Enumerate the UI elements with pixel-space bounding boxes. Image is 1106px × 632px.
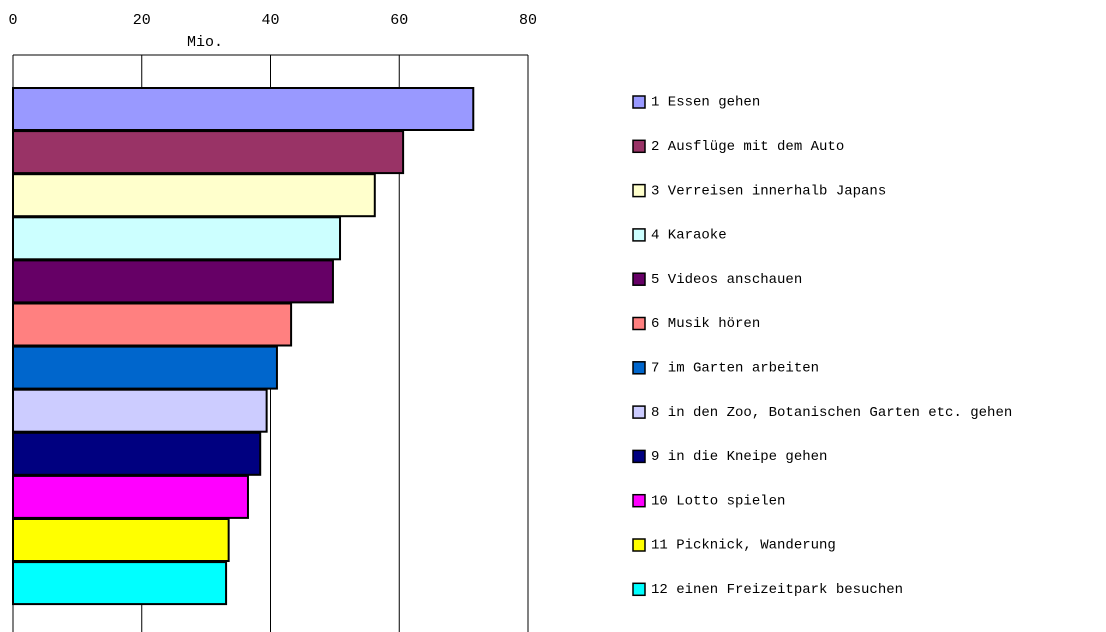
bar	[12, 388, 268, 433]
x-tick-label: 20	[133, 12, 151, 29]
bar	[12, 173, 376, 218]
legend-label: 8 in den Zoo, Botanischen Garten etc. ge…	[651, 405, 1012, 421]
legend-label: 4 Karaoke	[651, 228, 727, 244]
legend-label: 5 Videos anschauen	[651, 272, 802, 288]
legend-swatch	[632, 405, 646, 419]
x-tick-label: 40	[261, 12, 279, 29]
legend-label: 1 Essen gehen	[651, 95, 760, 111]
legend-swatch	[632, 95, 646, 109]
x-tick-label: 60	[390, 12, 408, 29]
bar	[12, 431, 262, 476]
legend-swatch	[632, 582, 646, 597]
legend-swatch	[632, 493, 646, 508]
legend-swatch	[632, 538, 646, 552]
legend-label: 11 Picknick, Wanderung	[651, 538, 836, 554]
legend-swatch	[632, 316, 646, 331]
bar	[12, 561, 228, 606]
legend-swatch	[632, 272, 646, 286]
legend-swatch	[632, 183, 646, 198]
bar	[12, 259, 334, 304]
x-tick-label: 0	[8, 12, 17, 29]
legend-label: 7 im Garten arbeiten	[651, 361, 819, 377]
bar	[12, 130, 405, 175]
legend-label: 2 Ausflüge mit dem Auto	[651, 139, 844, 155]
bar	[12, 345, 278, 390]
legend-label: 3 Verreisen innerhalb Japans	[651, 183, 886, 199]
legend: 1 Essen gehen 2 Ausflüge mit dem Auto 3 Ve…	[632, 95, 1012, 598]
bar	[12, 302, 293, 347]
legend-label: 12 einen Freizeitpark besuchen	[651, 582, 903, 598]
legend-swatch	[632, 449, 646, 464]
bar	[12, 518, 230, 562]
bar	[12, 216, 342, 261]
legend-label: 10 Lotto spielen	[651, 493, 785, 509]
legend-label: 9 in die Kneipe gehen	[651, 449, 827, 465]
legend-label: 6 Musik hören	[651, 316, 760, 332]
x-axis-label: Mio.	[187, 34, 223, 51]
legend-swatch	[632, 228, 646, 242]
legend-swatch	[632, 139, 646, 154]
bar	[12, 474, 249, 519]
bar	[12, 87, 475, 131]
x-tick-label: 80	[519, 12, 537, 29]
legend-swatch	[632, 361, 646, 375]
